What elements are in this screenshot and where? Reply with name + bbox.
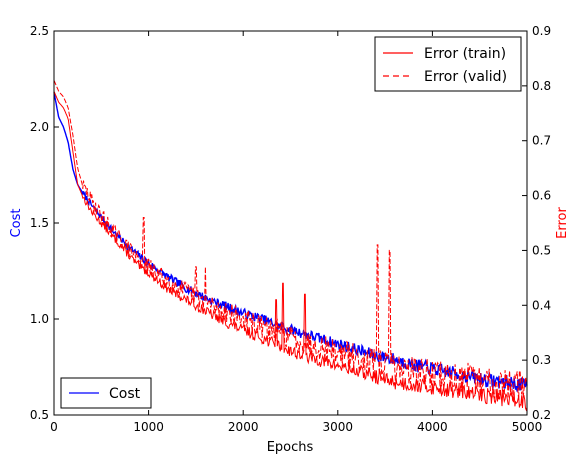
legend-left: Cost — [60, 377, 152, 409]
x-tick-label: 5000 — [512, 420, 543, 434]
y-left-tick-label: 1.0 — [30, 312, 49, 326]
series-line-error-train — [53, 91, 528, 412]
y-right-tick-label: 0.5 — [532, 243, 551, 257]
y-axis-left: 0.5 1.0 1.5 2.0 2.5 — [30, 24, 59, 422]
y-right-tick-label: 0.3 — [532, 353, 551, 367]
legend-train-label: Error (train) — [424, 46, 506, 62]
x-axis: 0 1000 2000 3000 4000 5000 — [50, 31, 542, 434]
y-right-tick-label: 0.4 — [532, 298, 551, 312]
y-right-tick-label: 0.2 — [532, 408, 551, 422]
y-left-tick-label: 1.5 — [30, 216, 49, 230]
series-line-cost — [53, 92, 528, 392]
legend-valid-label: Error (valid) — [424, 69, 507, 85]
x-tick-label: 1000 — [133, 420, 164, 434]
y-right-tick-label: 0.6 — [532, 189, 551, 203]
legend-right: Error (train) Error (valid) — [374, 36, 522, 92]
y-right-tick-label: 0.9 — [532, 24, 551, 38]
y-axis-right: 0.2 0.3 0.4 0.5 0.6 0.7 0.8 0.9 — [522, 24, 551, 422]
series-line-error-valid — [53, 80, 528, 403]
legend-right-box — [374, 36, 522, 92]
y-axis-left-label: Cost — [9, 209, 24, 238]
y-left-tick-label: 2.0 — [30, 120, 49, 134]
x-tick-label: 0 — [50, 420, 58, 434]
plot-lines — [53, 80, 528, 412]
x-tick-label: 3000 — [323, 420, 354, 434]
y-left-tick-label: 0.5 — [30, 408, 49, 422]
legend-cost-label: Cost — [109, 386, 141, 402]
x-tick-label: 2000 — [228, 420, 259, 434]
y-right-tick-label: 0.8 — [532, 79, 551, 93]
y-axis-right-label: Error — [555, 207, 570, 239]
x-tick-label: 4000 — [417, 420, 448, 434]
x-axis-label: Epochs — [267, 440, 314, 455]
y-right-tick-label: 0.7 — [532, 134, 551, 148]
y-left-tick-label: 2.5 — [30, 24, 49, 38]
